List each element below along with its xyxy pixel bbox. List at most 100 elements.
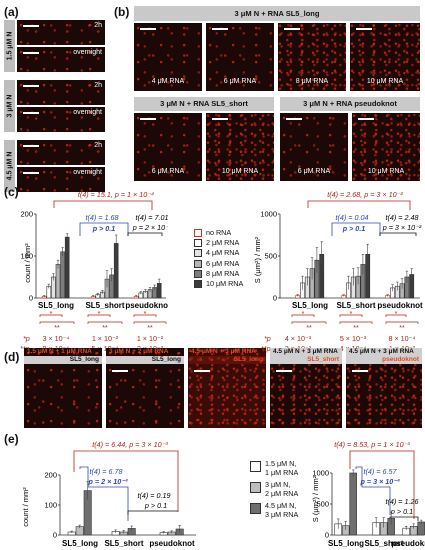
panel-b-top-title: 3 μM N + RNA SL5_long: [134, 6, 420, 21]
c-left-sig-brackets: [39, 314, 167, 324]
legend-item: 1.5 μM N, 1 μM RNA: [250, 459, 310, 477]
panel-d-label: (d): [4, 350, 20, 364]
d-image-4-title: 4.5 μM N + 3 μM RNA SL5_short: [270, 348, 342, 364]
panel-b-short-image-6uM: 6 μM RNA: [134, 113, 202, 181]
d-title-line-1: 4.5 μM N + 3 μM RNA: [191, 348, 256, 355]
y-tick-label: 0: [273, 294, 277, 303]
e-left-stat-black2: p > 0.1: [144, 501, 167, 510]
d-title-line-2: pseudoknot: [382, 356, 419, 363]
c-right-sig-brackets: [291, 314, 419, 324]
c-right-cat-1: SL5_long: [292, 301, 328, 310]
panel-b-pk-image-6uM: 6 μM RNA: [280, 113, 348, 181]
panel-d-image-1: 1.5 μM N + 1 μM RNA SL5_long: [24, 348, 102, 428]
star: *: [98, 311, 101, 318]
e-left-ylabel: count / mm²: [21, 487, 30, 527]
d-title-line-2: SL5_long: [106, 356, 184, 364]
c-right-sig-stars: * ** * ** * **: [302, 311, 405, 332]
image-label: 8 μM RNA: [295, 78, 329, 85]
panel-a-image-2-overnight: overnight: [17, 107, 105, 132]
e-left-bracket-black: [127, 510, 178, 515]
panel-a-image-3-overnight: overnight: [17, 167, 105, 192]
d-title-line-2: SL5_short: [307, 356, 339, 363]
e-left-bracket-blue: [79, 466, 129, 521]
scale-bar: [284, 28, 300, 30]
legend-label: 4.5 μM N, 3 μM RNA: [265, 501, 299, 519]
d-title-line-2: SL5_long: [188, 356, 266, 364]
panel-a-group-1: 1.5 μM N: [4, 20, 15, 72]
e-right-stat-outer: t(4) = 8.53, p = 1 × 10⁻³: [334, 440, 410, 449]
scale-bar: [276, 370, 292, 372]
star: *: [350, 311, 353, 318]
group-3-label: 4.5 μM N: [6, 151, 13, 181]
legend-swatch: [194, 280, 202, 289]
scale-bar: [23, 172, 39, 174]
panel-d-image-4: 4.5 μM N + 3 μM RNA SL5_short: [270, 348, 342, 428]
panel-a-image-3-2h: 2h: [17, 140, 105, 165]
scale-bar: [23, 52, 39, 54]
c-right-cat-3: pseudoknot: [377, 301, 423, 310]
legend-item: 4 μM RNA: [194, 248, 254, 258]
p-value: 3 × 10⁻⁴: [42, 334, 69, 343]
legend-swatch: [194, 249, 202, 258]
p-value: 1 × 10⁻²: [137, 334, 164, 343]
panel-a-image-1-overnight: overnight: [17, 47, 105, 72]
d-title-line-2: SL5_long: [24, 356, 102, 364]
d-title-line-1: 3 μM N + 2 μM RNA: [109, 348, 169, 355]
e-left-cat-1: SL5_long: [62, 539, 98, 548]
d-title-line-1: 4.5 μM N + 3 μM RNA: [349, 348, 414, 355]
bar: [349, 472, 357, 536]
time-label: overnight: [73, 109, 102, 116]
star: **: [147, 325, 153, 332]
legend-swatch: [194, 239, 202, 248]
legend-item: 3 μM N, 2 μM RNA: [250, 480, 310, 498]
panel-b-short-title: 3 μM N + RNA SL5_short: [134, 97, 274, 111]
star: **: [353, 325, 359, 332]
e-left-stat-blue2: p = 2 × 10⁻³: [88, 477, 129, 486]
legend-item: 8 μM RNA: [194, 269, 254, 279]
scale-bar: [356, 28, 372, 30]
e-left-stat-blue: t(4) = 6.78: [90, 467, 123, 476]
e-right-stat-black2: p > 0.1: [390, 507, 413, 516]
e-right-bracket-outer: [349, 450, 415, 519]
scale-bar: [194, 370, 210, 372]
e-left-plot: 0 100 200: [44, 471, 196, 540]
c-right-bracket-black: [379, 232, 417, 236]
image-label: 6 μM RNA: [297, 168, 331, 175]
panel-c-label: (c): [4, 185, 19, 199]
panel-a-image-2-2h: 2h: [17, 80, 105, 105]
legend-item: 6 μM RNA: [194, 259, 254, 269]
c-left-stat-black: t(4) = 7.01: [136, 213, 168, 222]
bar: [55, 264, 61, 299]
p-value: 5 × 10⁻³: [340, 334, 367, 343]
legend-swatch: [194, 259, 202, 268]
e-left-cat-2: SL5_short: [104, 539, 143, 548]
time-label: overnight: [73, 49, 102, 56]
c-left-sig-stars: * ** * ** * **: [50, 311, 153, 332]
panel-e-label: (e): [4, 432, 19, 446]
e-right-plot: 0 500 1000: [312, 469, 425, 540]
scale-bar: [140, 28, 156, 30]
y-tick-label: 200: [44, 471, 57, 480]
p-value: 4 × 10⁻³: [285, 334, 312, 343]
y-tick-label: 500: [316, 500, 329, 509]
legend-swatch: [250, 461, 261, 472]
star: **: [102, 325, 108, 332]
panel-b-image-4uM: 4 μM RNA: [134, 23, 202, 91]
scale-bar: [23, 145, 39, 147]
d-title-line-1: 4.5 μM N + 3 μM RNA: [273, 348, 338, 355]
legend-label: 6 μM RNA: [206, 258, 240, 268]
image-label: 4 μM RNA: [151, 78, 185, 85]
panel-e-left-chart: t(4) = 6.44, p = 3 × 10⁻³ t(4) = 6.78 p …: [21, 440, 196, 548]
c-left-bracket-black: [127, 232, 163, 236]
c-left-plot: 0 100 200: [20, 210, 166, 303]
scale-bar: [23, 112, 39, 114]
scale-bar: [212, 28, 228, 30]
c-left-stat-blue: t(4) = 1.68: [86, 213, 119, 222]
c-right-stat-blue: t(4) = 0.04: [336, 213, 369, 222]
legend-label: 10 μM RNA: [206, 279, 244, 289]
time-label: 2h: [94, 142, 102, 149]
bar: [64, 236, 70, 299]
star: **: [54, 325, 60, 332]
star: *: [302, 311, 305, 318]
p-single-label: *p: [264, 334, 271, 343]
